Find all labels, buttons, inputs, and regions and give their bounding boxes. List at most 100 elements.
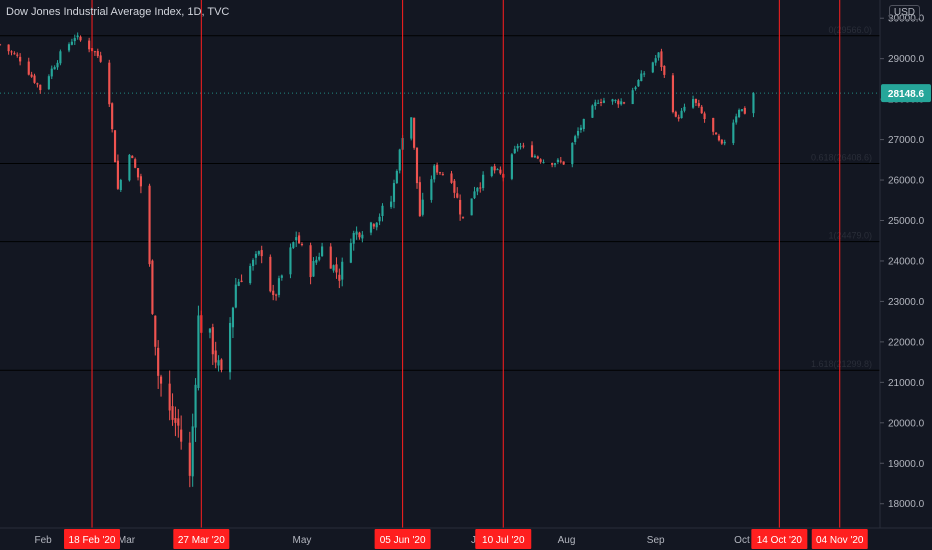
candle-body (33, 75, 36, 83)
candle-body (277, 278, 281, 295)
candle-body (208, 328, 212, 333)
candle-body (493, 166, 496, 171)
candle-body (740, 109, 744, 111)
candle-body (70, 41, 73, 45)
candle-body (349, 243, 352, 263)
event-date-label: 14 Oct '20 (757, 535, 803, 546)
vertical-event-lines[interactable] (91, 0, 841, 528)
event-date-badge (64, 529, 121, 549)
candle-body (620, 101, 623, 105)
candle-body (131, 155, 134, 159)
candle-body (13, 53, 16, 55)
candle-body (496, 169, 499, 171)
candle-body (56, 62, 59, 68)
candle-body (99, 55, 102, 62)
candle-body (312, 261, 315, 277)
candle-body (522, 145, 525, 147)
candle-body (683, 106, 686, 111)
event-date-badge (173, 529, 230, 549)
y-tick-label: 19000.0 (888, 459, 925, 470)
candle-body (211, 327, 214, 355)
candle-body (300, 243, 304, 245)
candle-body (657, 52, 660, 58)
candle-body (93, 51, 96, 53)
candle-body (752, 93, 755, 114)
candle-body (743, 108, 746, 114)
event-date-badge (475, 529, 532, 549)
event-date-label: 05 Jun '20 (380, 535, 426, 546)
candle-body (436, 164, 439, 173)
candle-body (76, 35, 79, 38)
candle-body (694, 98, 698, 103)
candle-body (717, 135, 721, 141)
candle-body (168, 383, 171, 411)
candle-body (450, 173, 453, 183)
candle-body (315, 259, 318, 263)
candle-body (257, 251, 260, 255)
y-tick-label: 20000.0 (888, 418, 925, 429)
candle-body (539, 159, 542, 162)
candle-body (254, 253, 258, 258)
candle-body (691, 99, 695, 108)
candle-body (174, 417, 177, 423)
candle-body (180, 429, 183, 442)
candle-body (390, 201, 393, 207)
candle-body (470, 198, 473, 216)
candle-body (614, 100, 617, 102)
candle-body (453, 180, 456, 193)
event-date-label: 10 Jul '20 (482, 535, 525, 546)
candle-body (108, 62, 111, 105)
event-date-label: 27 Mar '20 (178, 535, 225, 546)
candle-body (73, 38, 76, 42)
candle-body (510, 154, 513, 179)
candle-body (438, 172, 442, 174)
event-date-label: 18 Feb '20 (69, 535, 116, 546)
candle-body (177, 418, 180, 426)
candle-body (136, 168, 140, 178)
candle-body (490, 166, 493, 176)
candle-body (280, 275, 283, 278)
candle-body (617, 100, 620, 105)
candle-body (574, 136, 577, 143)
candle-body (579, 127, 582, 130)
event-date-badge (811, 529, 868, 549)
candle-body (542, 162, 545, 164)
candle-body (599, 101, 603, 103)
candle-body (321, 246, 324, 257)
candle-body (191, 426, 194, 477)
fib-level-label: 0.618(26408.6) (811, 153, 872, 163)
candle-body (732, 122, 735, 144)
candle-body (113, 130, 117, 163)
candle-body (111, 103, 114, 130)
candle-body (392, 183, 396, 202)
currency-button[interactable]: USD (888, 5, 920, 20)
y-tick-label: 18000.0 (888, 499, 925, 510)
candle-body (289, 247, 292, 275)
candle-body (441, 174, 444, 176)
candle-body (395, 170, 398, 184)
candle-body (680, 110, 683, 119)
candle-body (663, 65, 666, 75)
candle-body (582, 118, 585, 130)
candle-body (700, 106, 703, 114)
candle-body (723, 141, 726, 144)
candle-body (513, 148, 516, 154)
candle-body (378, 216, 381, 222)
y-tick-label: 29000.0 (888, 54, 925, 65)
candle-body (611, 99, 614, 102)
event-date-badge (374, 529, 431, 549)
candle-body (369, 222, 373, 233)
fib-level-label: 1(24479.0) (828, 231, 872, 241)
candle-body (473, 191, 476, 199)
candle-body (553, 163, 557, 165)
fib-level-label: 0(29566.0) (828, 25, 872, 35)
candle-body (556, 159, 559, 163)
candle-body (39, 84, 42, 91)
candle-body (674, 111, 677, 117)
candle-body (602, 100, 605, 103)
candle-body (188, 442, 191, 476)
fib-level-label: 1.618(21299.8) (811, 359, 872, 369)
candle-body (703, 113, 706, 120)
candle-body (430, 179, 433, 200)
